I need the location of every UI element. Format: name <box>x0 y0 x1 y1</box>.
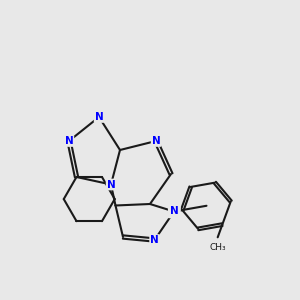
Text: N: N <box>106 179 116 190</box>
Text: N: N <box>152 136 160 146</box>
Text: Cl: Cl <box>169 207 180 218</box>
Text: N: N <box>169 206 178 217</box>
Text: N: N <box>150 235 159 245</box>
Text: N: N <box>94 112 103 122</box>
Text: N: N <box>64 136 74 146</box>
Text: CH₃: CH₃ <box>209 243 226 252</box>
